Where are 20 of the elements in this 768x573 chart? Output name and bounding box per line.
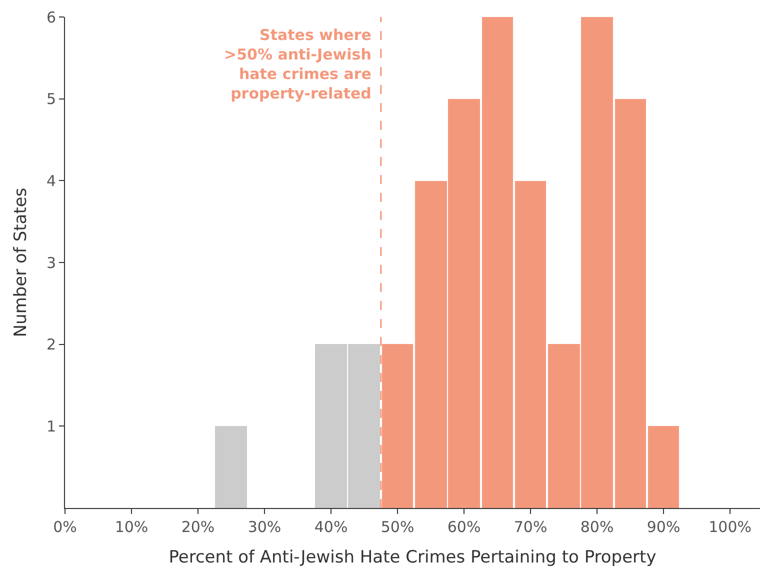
x-tick-label: 70% [514, 518, 548, 536]
x-tick-label: 50% [380, 518, 414, 536]
y-tick-label: 4 [46, 172, 56, 190]
ref-line-label: States where >50% anti-Jewish hate crimes are property-related [224, 26, 372, 102]
x-tick-label: 30% [248, 518, 282, 536]
y-tick-label: 6 [46, 8, 56, 26]
y-tick-label: 5 [46, 90, 56, 108]
x-tick-label: 20% [181, 518, 215, 536]
x-tick-label: 100% [708, 518, 752, 536]
y-tick-label: 1 [46, 417, 56, 436]
y-tick-label: 2 [46, 336, 56, 354]
x-axis-title: Percent of Anti-Jewish Hate Crimes Pertaining to Property [168, 547, 656, 568]
x-tick-label: 40% [314, 518, 348, 536]
x-tick-label: 60% [447, 518, 481, 536]
y-axis-title: Number of States [11, 188, 32, 338]
y-tick-label: 3 [46, 254, 56, 272]
x-tick-label: 10% [114, 518, 148, 536]
x-tick-label: 90% [646, 518, 680, 536]
x-tick-label: 80% [580, 518, 614, 536]
x-tick-label: 0% [53, 518, 77, 536]
